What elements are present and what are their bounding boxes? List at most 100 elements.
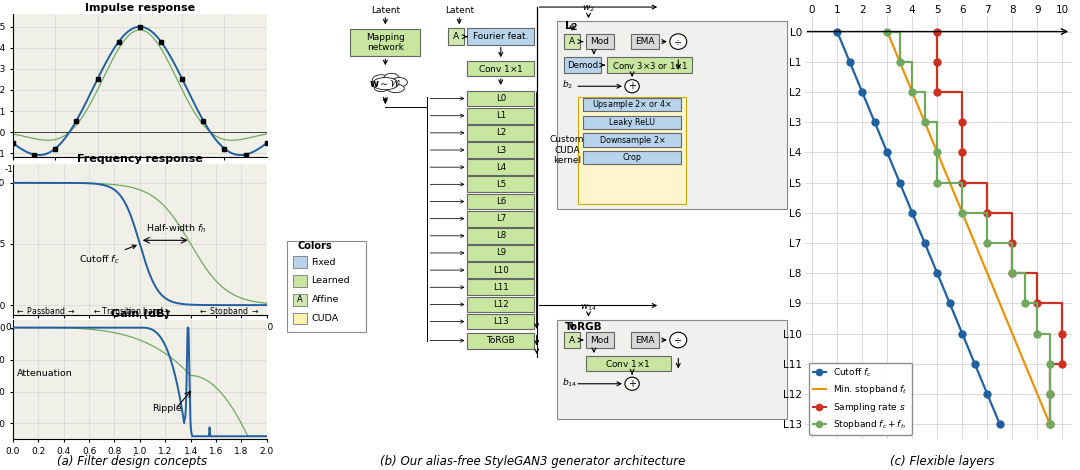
Text: A: A <box>569 336 576 345</box>
FancyBboxPatch shape <box>556 21 786 209</box>
Text: L7: L7 <box>496 214 505 223</box>
FancyBboxPatch shape <box>565 57 602 73</box>
Text: A: A <box>569 37 576 46</box>
Text: Latent: Latent <box>445 6 474 15</box>
FancyBboxPatch shape <box>565 332 580 348</box>
Text: +: + <box>629 81 636 91</box>
Text: L8: L8 <box>496 231 505 240</box>
Text: $\mathbf{L_2}$: $\mathbf{L_2}$ <box>565 20 578 33</box>
Title: Impulse response: Impulse response <box>85 3 194 13</box>
Text: L6: L6 <box>496 197 505 206</box>
FancyBboxPatch shape <box>583 151 681 164</box>
Ellipse shape <box>387 84 404 93</box>
Text: Fourier feat.: Fourier feat. <box>473 32 528 41</box>
FancyBboxPatch shape <box>468 194 535 210</box>
Text: A: A <box>454 32 459 41</box>
Text: Fixed: Fixed <box>311 258 336 266</box>
FancyBboxPatch shape <box>468 245 535 261</box>
Text: ÷: ÷ <box>674 335 683 345</box>
Text: ÷: ÷ <box>674 37 683 47</box>
FancyBboxPatch shape <box>468 176 535 192</box>
FancyBboxPatch shape <box>583 116 681 129</box>
Text: Crop: Crop <box>622 153 642 163</box>
FancyBboxPatch shape <box>586 356 671 371</box>
Text: Mapping
network: Mapping network <box>366 33 405 53</box>
FancyBboxPatch shape <box>578 97 686 204</box>
FancyBboxPatch shape <box>468 262 535 278</box>
FancyBboxPatch shape <box>468 61 535 76</box>
FancyBboxPatch shape <box>468 159 535 175</box>
FancyBboxPatch shape <box>468 228 535 243</box>
FancyBboxPatch shape <box>468 91 535 107</box>
Text: ToRGB: ToRGB <box>565 322 602 332</box>
Text: L12: L12 <box>492 300 509 309</box>
Text: Affine: Affine <box>311 295 339 304</box>
FancyBboxPatch shape <box>468 108 535 124</box>
Text: EMA: EMA <box>635 37 654 46</box>
Circle shape <box>670 332 687 348</box>
Title: Gain (dB): Gain (dB) <box>110 309 170 319</box>
FancyBboxPatch shape <box>631 34 659 49</box>
Text: L3: L3 <box>496 146 505 155</box>
Text: (a) Filter design concepts: (a) Filter design concepts <box>56 455 207 468</box>
Text: Attenuation: Attenuation <box>17 368 72 377</box>
Text: $w_2$: $w_2$ <box>582 4 595 14</box>
Text: Conv 3$\times$3 or 1$\times$1: Conv 3$\times$3 or 1$\times$1 <box>611 60 688 70</box>
Text: Mod: Mod <box>591 37 609 46</box>
FancyBboxPatch shape <box>468 125 535 141</box>
FancyBboxPatch shape <box>468 211 535 227</box>
Text: Downsample 2$\times$: Downsample 2$\times$ <box>598 133 665 147</box>
Text: Mod: Mod <box>591 336 609 345</box>
Text: ToRGB: ToRGB <box>486 336 515 345</box>
Text: L9: L9 <box>496 249 505 258</box>
Text: L0: L0 <box>496 94 505 103</box>
Text: L4: L4 <box>496 163 505 172</box>
Text: L10: L10 <box>492 266 509 274</box>
Text: Ripple: Ripple <box>152 404 183 413</box>
Text: L11: L11 <box>492 283 509 292</box>
Legend: Cutoff $f_c$, Min. stopband $f_t$, Sampling rate $s$, Stopband $f_c + f_h$: Cutoff $f_c$, Min. stopband $f_t$, Sampl… <box>809 363 912 435</box>
Text: $\leftarrow$ Passband $\rightarrow$: $\leftarrow$ Passband $\rightarrow$ <box>15 305 77 316</box>
Text: Upsample 2$\times$ or 4$\times$: Upsample 2$\times$ or 4$\times$ <box>592 98 672 111</box>
Text: EMA: EMA <box>635 336 654 345</box>
FancyBboxPatch shape <box>583 133 681 147</box>
FancyBboxPatch shape <box>287 241 366 332</box>
Text: L5: L5 <box>496 180 505 189</box>
FancyBboxPatch shape <box>293 256 308 268</box>
FancyBboxPatch shape <box>583 98 681 111</box>
Text: Latent: Latent <box>370 6 400 15</box>
Title: Frequency response: Frequency response <box>77 154 203 164</box>
FancyBboxPatch shape <box>607 57 692 73</box>
Text: Half-width $f_h$: Half-width $f_h$ <box>146 223 207 235</box>
Text: $w_{14}$: $w_{14}$ <box>580 302 597 313</box>
Ellipse shape <box>373 78 399 90</box>
Text: $\leftarrow$Transition band$\rightarrow$: $\leftarrow$Transition band$\rightarrow$ <box>92 305 172 316</box>
Text: Cutoff $f_c$: Cutoff $f_c$ <box>79 245 136 266</box>
Text: Custom
CUDA
kernel: Custom CUDA kernel <box>550 135 584 165</box>
Text: Learned: Learned <box>311 276 350 285</box>
Text: $\mathbf{w}\sim\mathcal{W}$: $\mathbf{w}\sim\mathcal{W}$ <box>369 78 402 89</box>
Text: L13: L13 <box>492 317 509 326</box>
FancyBboxPatch shape <box>293 275 308 287</box>
Text: $b_2$: $b_2$ <box>562 79 572 91</box>
Text: (c) Flexible layers: (c) Flexible layers <box>890 455 994 468</box>
FancyBboxPatch shape <box>586 34 615 49</box>
Text: $\leftarrow$ Stopband $\rightarrow$: $\leftarrow$ Stopband $\rightarrow$ <box>199 305 259 318</box>
FancyBboxPatch shape <box>565 34 580 49</box>
FancyBboxPatch shape <box>468 297 535 313</box>
FancyBboxPatch shape <box>350 29 420 56</box>
Text: L1: L1 <box>496 111 505 120</box>
Text: (b) Our alias-free StyleGAN3 generator architecture: (b) Our alias-free StyleGAN3 generator a… <box>380 455 685 468</box>
Text: CUDA: CUDA <box>311 314 339 323</box>
FancyBboxPatch shape <box>468 333 535 349</box>
Circle shape <box>670 34 687 49</box>
FancyBboxPatch shape <box>468 279 535 295</box>
FancyBboxPatch shape <box>631 332 659 348</box>
Ellipse shape <box>391 78 407 87</box>
Text: L2: L2 <box>496 128 505 137</box>
FancyBboxPatch shape <box>468 313 535 329</box>
Text: Colors: Colors <box>297 241 332 251</box>
Circle shape <box>625 79 639 93</box>
Ellipse shape <box>373 75 390 85</box>
Ellipse shape <box>383 73 400 83</box>
